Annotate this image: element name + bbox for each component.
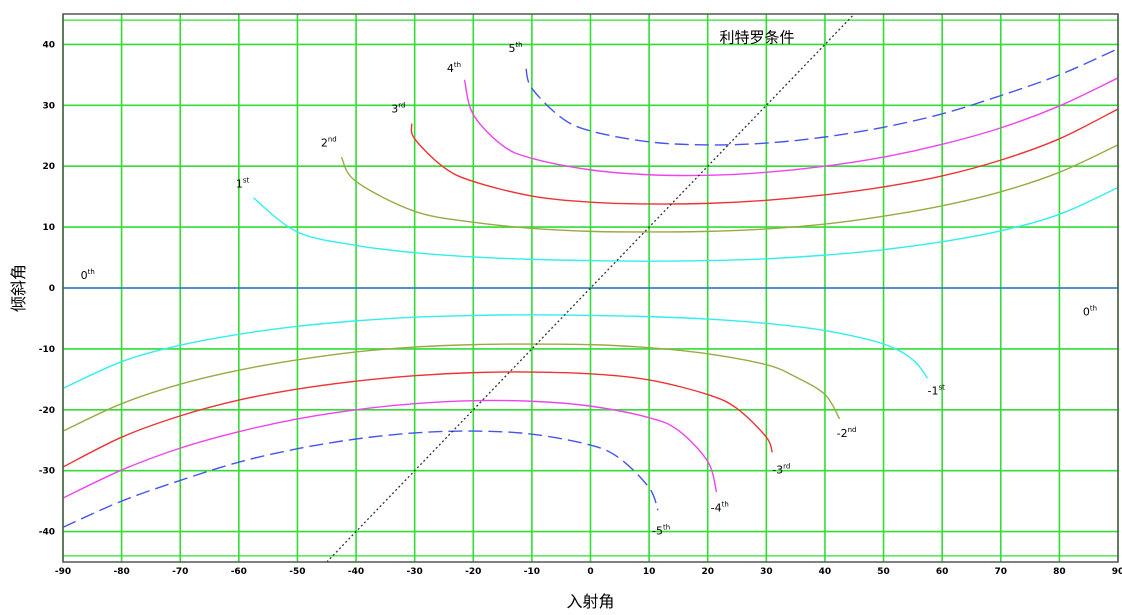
y-tick-label: 0 (49, 284, 55, 294)
series-line (410, 108, 1119, 205)
series-line (253, 186, 1119, 262)
x-tick-label: -30 (407, 567, 423, 577)
y-axis-label: 倾斜角 (9, 264, 28, 312)
order-label: 0th (81, 268, 95, 282)
order-label: 1st (236, 177, 250, 191)
x-tick-label: -60 (231, 567, 247, 577)
y-tick-label: 10 (42, 223, 55, 233)
x-tick-label: 10 (643, 567, 656, 577)
x-tick-label: -80 (113, 567, 129, 577)
plot-frame (62, 13, 1119, 563)
y-tick-label: 20 (42, 162, 55, 172)
order-label: -3rd (772, 463, 790, 477)
series-line (340, 144, 1119, 233)
y-tick-label: -20 (39, 406, 55, 416)
y-tick-label: -30 (39, 467, 55, 477)
order-labels: 0th 0th 1st 2nd 3rd 4th 5th -1st -2nd -3rd -4th -5t… (81, 41, 1097, 538)
x-axis-label: 入射角 (566, 592, 614, 611)
y-tick-label: 30 (42, 101, 55, 111)
series-line (62, 399, 718, 499)
y-tick-label: 40 (42, 40, 55, 50)
x-tick-label: 30 (760, 567, 773, 577)
littrow-label: 利特罗条件 (719, 29, 794, 47)
series-line (463, 77, 1119, 177)
x-tick-label: 70 (995, 567, 1008, 577)
order-label: -2nd (837, 426, 857, 440)
order-label: 2nd (321, 136, 337, 150)
series-line (62, 343, 841, 432)
series-line (62, 371, 773, 468)
x-tick-label: 20 (701, 567, 714, 577)
y-tick-labels: -40 -30 -20 -10 0 10 20 30 40 (39, 40, 55, 537)
order-label: -1st (928, 384, 946, 398)
x-tick-labels: -90 -80 -70 -60 -50 -40 -30 -20 -10 0 10 20 30 40 50 60… (55, 567, 1122, 577)
x-tick-label: -20 (465, 567, 481, 577)
order-label: -5th (652, 524, 670, 538)
x-tick-label: 40 (819, 567, 832, 577)
series-line (62, 314, 929, 390)
littrow-line (326, 13, 855, 563)
order-label: 3rd (391, 102, 405, 116)
order-label: 4th (447, 61, 461, 75)
chart-curves (62, 48, 1119, 528)
y-tick-label: -10 (39, 345, 55, 355)
x-tick-label: 60 (936, 567, 949, 577)
x-tick-label: 80 (1053, 567, 1066, 577)
order-label: 0th (1083, 304, 1097, 318)
x-tick-label: 90 (1112, 567, 1122, 577)
y-tick-label: -40 (39, 528, 55, 538)
x-tick-label: -10 (524, 567, 540, 577)
series-line (525, 48, 1119, 146)
x-tick-label: 0 (587, 567, 593, 577)
x-tick-label: -70 (172, 567, 188, 577)
x-tick-label: 50 (877, 567, 890, 577)
littrow-condition: 利特罗条件 (326, 13, 855, 563)
x-tick-label: -90 (55, 567, 71, 577)
order-label: 5th (508, 41, 522, 55)
x-tick-label: -40 (348, 567, 364, 577)
series-line (62, 430, 659, 528)
x-tick-label: -50 (289, 567, 305, 577)
order-label: -4th (711, 500, 729, 514)
